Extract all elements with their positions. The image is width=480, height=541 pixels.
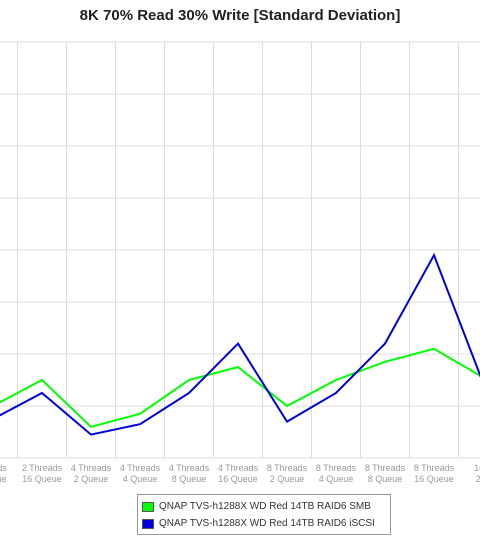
x-tick-label: 8 Threads 16 Queue [414, 463, 455, 484]
legend: QNAP TVS-h1288X WD Red 14TB RAID6 SMB QN… [137, 494, 391, 535]
x-tick-label: 2 Threads 16 Queue [22, 463, 63, 484]
x-tick-label: 16 T2 Q [474, 463, 480, 484]
legend-item-iscsi[interactable]: QNAP TVS-h1288X WD Red 14TB RAID6 iSCSI [142, 515, 386, 532]
x-tick-label: 8 Threads 4 Queue [316, 463, 357, 484]
x-tick-label: 4 Threads 8 Queue [169, 463, 210, 484]
x-tick-label: 8 Threads 2 Queue [267, 463, 308, 484]
legend-swatch-smb [142, 501, 154, 512]
x-tick-label: 4 Threads 16 Queue [218, 463, 259, 484]
grid-layer [0, 41, 480, 459]
x-tick-label: hreadsQueue [0, 463, 7, 484]
x-tick-label: 4 Threads 2 Queue [71, 463, 112, 484]
series-layer [0, 252, 480, 436]
chart-title: 8K 70% Read 30% Write [Standard Deviatio… [79, 7, 401, 24]
legend-label-smb: QNAP TVS-h1288X WD Red 14TB RAID6 SMB [159, 501, 371, 512]
legend-label-iscsi: QNAP TVS-h1288X WD Red 14TB RAID6 iSCSI [159, 518, 375, 529]
x-tick-label: 8 Threads 8 Queue [365, 463, 406, 484]
x-tick-label: 4 Threads 4 Queue [120, 463, 161, 484]
legend-swatch-iscsi [142, 518, 154, 529]
legend-item-smb[interactable]: QNAP TVS-h1288X WD Red 14TB RAID6 SMB [142, 498, 386, 515]
series-line-0 [0, 347, 480, 428]
